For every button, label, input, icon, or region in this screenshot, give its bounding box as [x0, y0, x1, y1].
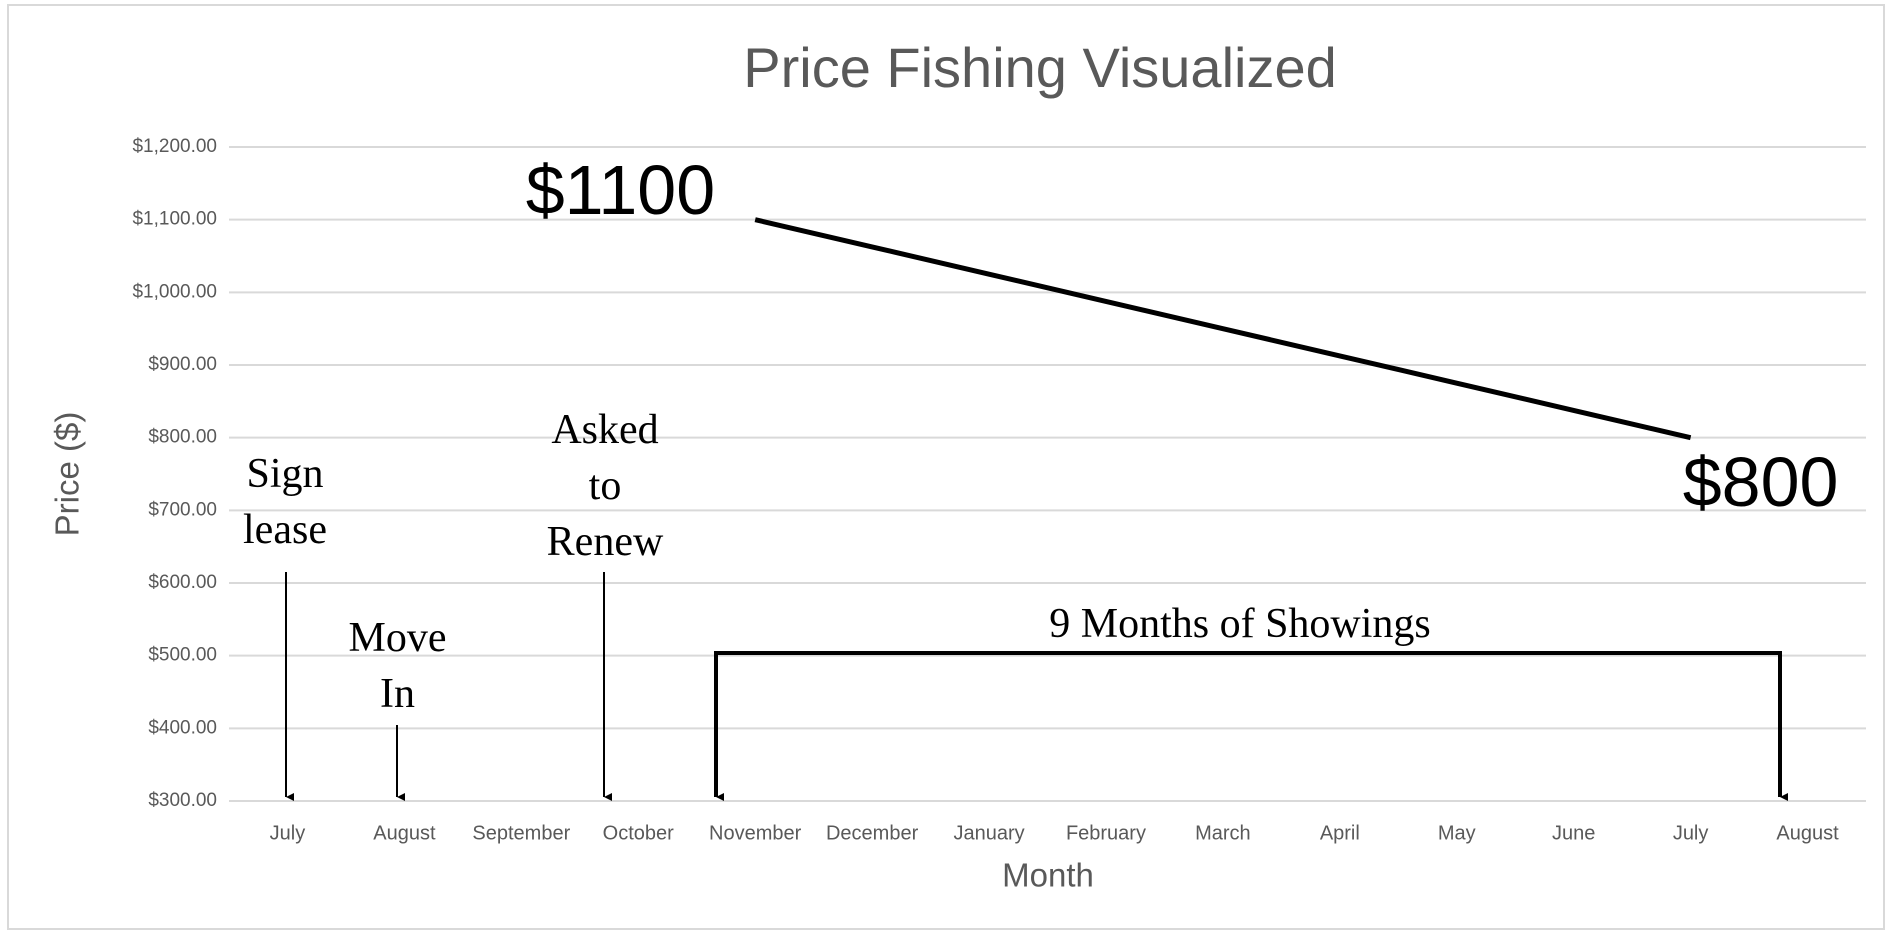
chart-border	[7, 4, 1885, 930]
data-label: $1100	[526, 151, 715, 229]
annotation: Asked to Renew	[546, 407, 664, 565]
x-tick-label: July	[270, 822, 306, 844]
y-tick-label: $1,200.00	[132, 136, 217, 157]
x-tick-label: February	[1066, 822, 1146, 844]
x-tick-label: April	[1320, 822, 1360, 844]
x-tick-label: January	[953, 822, 1024, 844]
y-tick-label: $700.00	[148, 499, 217, 520]
y-tick-label: $800.00	[148, 427, 217, 448]
y-axis-label: Price ($)	[49, 412, 86, 537]
y-tick-label: $1,100.00	[132, 209, 217, 230]
x-axis-label: Month	[1002, 857, 1094, 894]
annotation: Move In	[348, 615, 447, 717]
annotation-bracket	[714, 651, 1782, 797]
line	[754, 217, 1692, 441]
y-tick-label: $500.00	[148, 645, 217, 666]
y-tick-label: $1,000.00	[132, 281, 217, 302]
y-tick-label: $400.00	[148, 717, 217, 738]
x-tick-label: December	[826, 822, 919, 844]
x-tick-label: October	[603, 822, 674, 844]
x-tick-label: March	[1195, 822, 1251, 844]
x-tick-label: June	[1552, 822, 1595, 844]
annotation: Sign lease	[243, 451, 327, 553]
y-tick-label: $300.00	[148, 790, 217, 811]
x-tick-label: July	[1673, 822, 1709, 844]
chart-title: Price Fishing Visualized	[743, 36, 1336, 99]
y-tick-label: $600.00	[148, 572, 217, 593]
y-tick-label: $900.00	[148, 354, 217, 375]
x-tick-label: August	[1776, 822, 1839, 844]
x-tick-label: May	[1438, 822, 1476, 844]
x-tick-label: September	[472, 822, 570, 844]
x-tick-label: November	[709, 822, 802, 844]
x-tick-label: August	[373, 822, 436, 844]
data-label: $800	[1683, 443, 1839, 521]
annotation: 9 Months of Showings	[1049, 601, 1431, 647]
